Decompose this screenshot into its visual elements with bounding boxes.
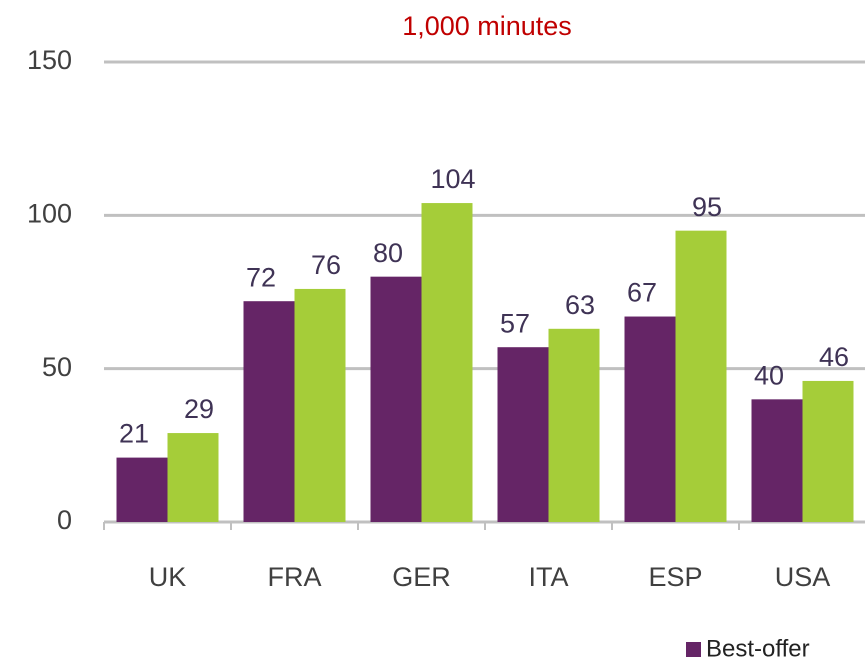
legend-swatch (686, 642, 701, 657)
data-label: 57 (500, 308, 530, 338)
x-tick-label: UK (149, 562, 187, 592)
y-tick-label: 100 (27, 198, 72, 228)
bar (497, 347, 549, 522)
data-label: 67 (627, 278, 657, 308)
data-label: 104 (430, 164, 475, 194)
bar (421, 203, 473, 523)
chart-title: 1,000 minutes (402, 11, 572, 41)
bar (243, 301, 295, 522)
bar (294, 288, 346, 522)
bar (802, 380, 854, 522)
data-label: 46 (819, 342, 849, 372)
y-tick-label: 50 (42, 352, 72, 382)
bar (167, 433, 219, 522)
bar (548, 328, 600, 522)
x-tick-label: ESP (648, 562, 702, 592)
x-tick-label: ITA (529, 562, 569, 592)
y-tick-label: 0 (57, 505, 72, 535)
bar (624, 316, 676, 522)
data-label: 80 (373, 238, 403, 268)
bar (370, 276, 422, 522)
y-tick-label: 150 (27, 45, 72, 75)
x-tick-label: GER (392, 562, 451, 592)
data-label: 40 (754, 360, 784, 390)
data-label: 76 (311, 250, 341, 280)
data-label: 95 (692, 192, 722, 222)
bar (116, 457, 168, 522)
x-tick-label: USA (775, 562, 831, 592)
data-label: 72 (246, 262, 276, 292)
x-tick-label: FRA (268, 562, 322, 592)
legend-label: Best-offer (706, 635, 810, 662)
data-label: 21 (119, 419, 149, 449)
data-label: 29 (184, 394, 214, 424)
data-label: 63 (565, 290, 595, 320)
bar (751, 399, 803, 522)
bar (675, 230, 727, 522)
